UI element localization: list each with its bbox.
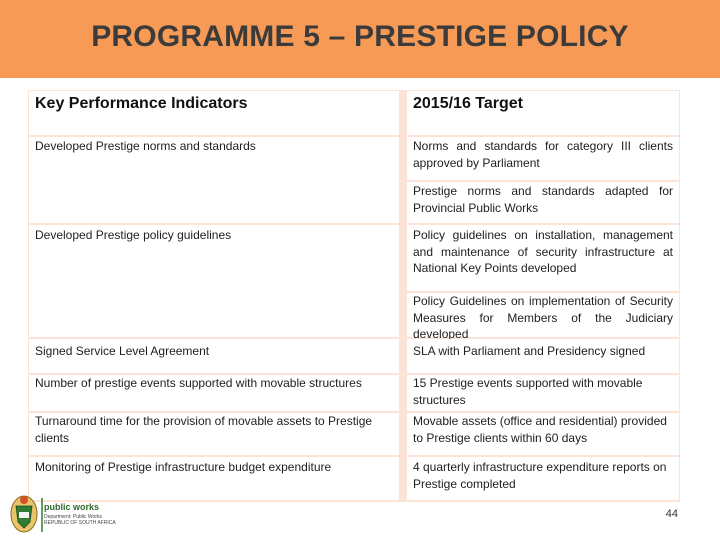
kpi-cell-1: Developed Prestige norms and standards <box>29 137 399 223</box>
kpi-cell-8: Monitoring of Prestige infrastructure bu… <box>29 457 399 500</box>
logo-subtitle: Department: Public Works REPUBLIC OF SOU… <box>44 514 116 526</box>
page-number: 44 <box>665 508 678 520</box>
title-bar <box>0 0 720 78</box>
target-cell-8: 4 quarterly infrastructure expenditure r… <box>407 457 679 500</box>
target-cell-4: Policy Guidelines on implementation of S… <box>407 293 679 341</box>
kpi-cell-3: Developed Prestige policy guidelines <box>29 225 399 337</box>
target-cell-5: SLA with Parliament and Presidency signe… <box>407 339 679 373</box>
coat-of-arms-logo <box>10 495 43 533</box>
target-cell-6: 15 Prestige events supported with movabl… <box>407 375 679 411</box>
target-cell-2: Prestige norms and standards adapted for… <box>407 182 679 223</box>
kpi-table: Key Performance Indicators 2015/16 Targe… <box>28 90 680 502</box>
kpi-cell-7: Turnaround time for the provision of mov… <box>29 413 399 455</box>
kpi-cell-6: Number of prestige events supported with… <box>29 375 399 411</box>
kpi-column-header: Key Performance Indicators <box>29 91 399 135</box>
target-cell-1: Norms and standards for category III cli… <box>407 137 679 180</box>
logo-wordmark: public works <box>44 502 100 512</box>
target-cell-7: Movable assets (office and residential) … <box>407 413 679 455</box>
target-column-header: 2015/16 Target <box>407 91 679 135</box>
kpi-cell-5: Signed Service Level Agreement <box>29 339 399 373</box>
page-title: PROGRAMME 5 – PRESTIGE POLICY <box>91 20 629 53</box>
target-cell-3: Policy guidelines on installation, manag… <box>407 225 679 291</box>
